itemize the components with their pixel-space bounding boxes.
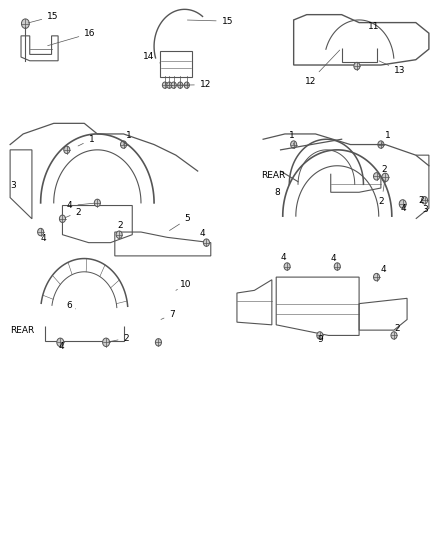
Text: 2: 2 <box>417 196 423 205</box>
Circle shape <box>390 332 396 339</box>
Text: 3: 3 <box>421 205 427 214</box>
Text: 12: 12 <box>176 80 211 90</box>
Text: 4: 4 <box>41 234 46 243</box>
Text: 4: 4 <box>330 254 336 263</box>
Circle shape <box>21 19 29 28</box>
Text: 9: 9 <box>317 335 323 344</box>
Text: 12: 12 <box>304 50 339 86</box>
Circle shape <box>102 338 110 346</box>
Circle shape <box>59 215 65 222</box>
Circle shape <box>373 173 379 180</box>
Circle shape <box>171 82 176 88</box>
Text: 1: 1 <box>289 131 294 144</box>
Circle shape <box>283 263 290 270</box>
Circle shape <box>333 263 339 270</box>
Text: 2: 2 <box>380 165 385 174</box>
Circle shape <box>166 82 172 88</box>
Circle shape <box>316 332 322 339</box>
Circle shape <box>155 338 161 346</box>
Text: 2: 2 <box>117 221 122 230</box>
Text: 13: 13 <box>378 61 405 75</box>
Text: 4: 4 <box>67 201 94 210</box>
Text: 4: 4 <box>380 265 385 274</box>
Text: 10: 10 <box>176 280 191 290</box>
Text: 2: 2 <box>109 334 129 343</box>
Circle shape <box>373 273 379 281</box>
Circle shape <box>290 141 296 148</box>
Text: 6: 6 <box>67 301 75 310</box>
Text: 4: 4 <box>199 229 205 238</box>
Circle shape <box>203 239 209 246</box>
Circle shape <box>398 200 405 208</box>
Text: 7: 7 <box>161 310 175 319</box>
Circle shape <box>64 146 70 154</box>
Circle shape <box>116 231 122 238</box>
Circle shape <box>162 82 167 88</box>
Text: 15: 15 <box>28 12 59 23</box>
Text: 4: 4 <box>399 204 405 213</box>
Circle shape <box>381 173 388 182</box>
Text: 15: 15 <box>187 17 233 26</box>
Circle shape <box>177 82 183 88</box>
Text: 1: 1 <box>380 131 390 144</box>
Circle shape <box>94 199 100 207</box>
Text: 2: 2 <box>393 324 399 333</box>
Circle shape <box>38 228 44 236</box>
Text: 16: 16 <box>48 29 95 46</box>
Text: 14: 14 <box>143 52 160 63</box>
Circle shape <box>120 141 126 148</box>
Text: 3: 3 <box>10 181 16 190</box>
Text: 4: 4 <box>58 342 64 351</box>
Text: REAR: REAR <box>260 171 285 180</box>
Text: 1: 1 <box>123 131 131 144</box>
Circle shape <box>184 82 189 88</box>
Text: 1: 1 <box>78 135 94 146</box>
Text: 8: 8 <box>273 188 279 197</box>
Circle shape <box>57 338 64 346</box>
Text: REAR: REAR <box>10 326 34 335</box>
Text: 2: 2 <box>378 180 384 206</box>
Circle shape <box>353 62 359 70</box>
Circle shape <box>420 197 427 204</box>
Text: 11: 11 <box>367 22 378 31</box>
Text: 5: 5 <box>169 214 190 231</box>
Circle shape <box>377 141 383 148</box>
Text: 2: 2 <box>65 207 81 217</box>
Text: 4: 4 <box>280 253 286 262</box>
